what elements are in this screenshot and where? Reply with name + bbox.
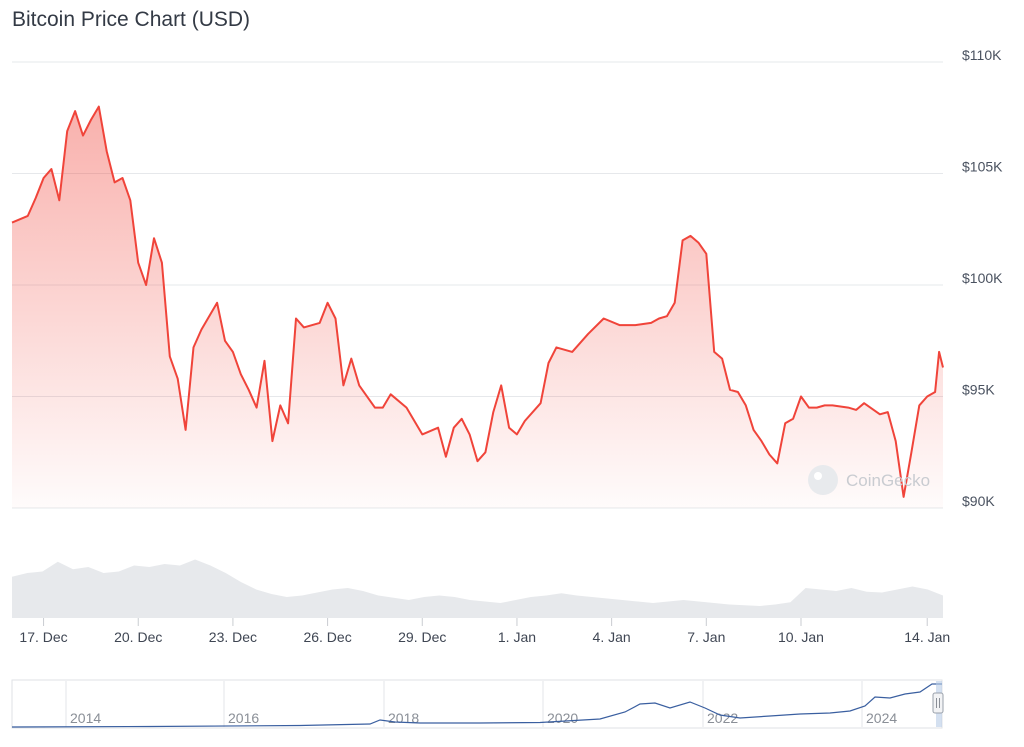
x-tick-label: 29. Dec [398, 629, 446, 645]
x-axis-ticks: 17. Dec 20. Dec 23. Dec 26. Dec 29. Dec 1. Ja… [19, 618, 950, 645]
x-tick-label: 1. Jan [498, 629, 536, 645]
navigator-year-label: 2018 [388, 710, 419, 726]
navigator-year-label: 2016 [228, 710, 259, 726]
x-tick-label: 10. Jan [778, 629, 824, 645]
navigator-handle[interactable] [932, 692, 944, 714]
navigator-year-label: 2014 [70, 710, 101, 726]
x-tick-label: 23. Dec [209, 629, 257, 645]
y-tick-label: $105K [962, 159, 1003, 175]
navigator[interactable]: 2014 2016 2018 2020 2022 2024 [11, 679, 944, 729]
y-axis-ticks: $90K $95K $100K $105K $110K [962, 47, 1003, 509]
y-tick-label: $100K [962, 270, 1003, 286]
navigator-year-label: 2022 [707, 710, 738, 726]
navigator-year-label: 2024 [866, 710, 897, 726]
x-tick-label: 20. Dec [114, 629, 162, 645]
x-tick-label: 26. Dec [303, 629, 351, 645]
x-tick-label: 17. Dec [19, 629, 67, 645]
navigator-frame [11, 679, 943, 729]
navigator-year-label: 2020 [547, 710, 578, 726]
gecko-logo-icon [808, 465, 838, 495]
x-tick-label: 14. Jan [904, 629, 950, 645]
volume-area [12, 559, 943, 618]
y-tick-label: $110K [962, 47, 1002, 63]
x-tick-label: 4. Jan [593, 629, 631, 645]
coingecko-watermark: CoinGecko [808, 465, 930, 495]
navigator-line [11, 683, 942, 728]
y-tick-label: $90K [962, 493, 995, 509]
y-tick-label: $95K [962, 382, 995, 398]
x-tick-label: 7. Jan [687, 629, 725, 645]
chart-title: Bitcoin Price Chart (USD) [12, 8, 251, 31]
price-line[interactable] [11, 105, 944, 498]
price-area-fill [12, 106, 943, 508]
gecko-eye-icon [814, 472, 822, 480]
watermark-text: CoinGecko [846, 471, 930, 490]
